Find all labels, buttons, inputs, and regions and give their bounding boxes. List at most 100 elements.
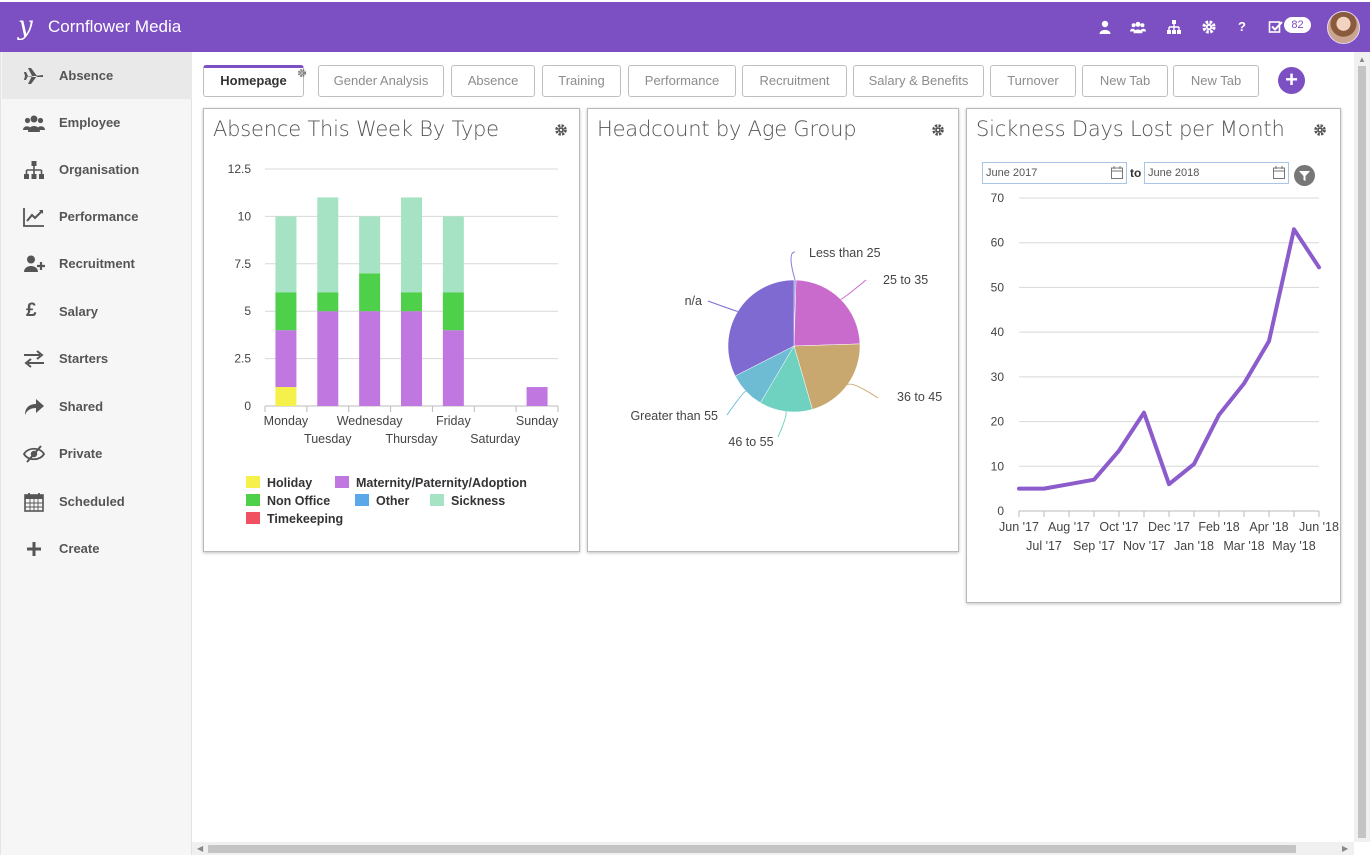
calendar-icon[interactable] (1273, 166, 1285, 179)
filter-icon (1299, 171, 1310, 181)
x-tick-label: Jan '18 (1174, 539, 1214, 553)
filter-button[interactable] (1294, 165, 1315, 186)
x-tick-label: Dec '17 (1148, 520, 1190, 534)
legend-label: Other (376, 494, 409, 508)
scroll-right-arrow-icon[interactable]: ▶ (1342, 844, 1349, 853)
y-tick-label: 60 (991, 236, 1005, 250)
y-tick-label: 70 (991, 191, 1005, 205)
sidebar-item-create[interactable]: Create (2, 525, 192, 572)
bar-segment (317, 292, 339, 312)
panel-settings-gear-icon[interactable] (931, 123, 945, 137)
tab-turnover[interactable]: Turnover (990, 65, 1076, 97)
pie-slice (727, 279, 795, 377)
sidebar-item-starters[interactable]: Starters (2, 335, 192, 382)
x-tick-label: Sunday (516, 414, 559, 428)
legend-swatch (246, 494, 260, 506)
panel-settings-gear-icon[interactable] (554, 123, 568, 137)
sidebar-item-shared[interactable]: Shared (2, 383, 192, 430)
tab-gender-analysis[interactable]: Gender Analysis (318, 65, 444, 97)
tab-new-tab-1[interactable]: New Tab (1082, 65, 1168, 97)
scroll-up-arrow-icon[interactable]: ▲ (1358, 55, 1366, 64)
date-from-input[interactable]: June 2017 (982, 162, 1127, 184)
sidebar-item-recruitment[interactable]: Recruitment (2, 240, 192, 287)
bar-segment (317, 311, 339, 406)
y-tick-label: 20 (991, 415, 1005, 429)
scroll-left-arrow-icon[interactable]: ◀ (197, 844, 204, 853)
calendar-icon[interactable] (1111, 166, 1123, 179)
x-tick-label: Aug '17 (1048, 520, 1090, 534)
legend-swatch (355, 494, 369, 506)
sidebar-item-label: Starters (59, 351, 109, 366)
pie-connector (777, 411, 787, 438)
sidebar-item-label: Organisation (59, 162, 140, 177)
user-icon[interactable] (1097, 19, 1113, 35)
pie-connector (707, 300, 738, 312)
tab-training[interactable]: Training (542, 65, 621, 97)
sidebar-item-salary[interactable]: £ Salary (2, 288, 192, 335)
y-tick-label: 2.5 (234, 352, 251, 366)
bar-segment (442, 292, 464, 331)
plane-icon (24, 68, 43, 84)
team-icon[interactable] (1130, 19, 1146, 35)
pie-label: Greater than 55 (630, 409, 718, 423)
add-tab-button[interactable]: + (1278, 67, 1305, 94)
user-avatar[interactable] (1327, 11, 1360, 44)
y-tick-label: 5 (244, 304, 251, 318)
bar-segment (275, 216, 297, 293)
vertical-scroll-thumb[interactable] (1358, 66, 1366, 838)
bar-segment (275, 387, 297, 406)
tab-homepage[interactable]: Homepage (203, 65, 304, 97)
help-icon[interactable]: ? (1238, 19, 1246, 34)
headcount-panel: Headcount by Age Group Less than 25 25 to… (587, 108, 959, 552)
date-from-value: June 2017 (986, 167, 1038, 179)
x-tick-label: Friday (436, 414, 471, 428)
sidebar-item-private[interactable]: Private (2, 430, 192, 477)
eye-slash-icon (23, 445, 45, 463)
sidebar-item-scheduled[interactable]: Scheduled (2, 478, 192, 525)
sidebar-item-organisation[interactable]: Organisation (2, 146, 192, 193)
y-tick-label: 12.5 (228, 162, 252, 176)
date-to-input[interactable]: June 2018 (1144, 162, 1289, 184)
tab-salary-benefits[interactable]: Salary & Benefits (853, 65, 984, 97)
horizontal-scrollbar[interactable]: ◀ ▶ (192, 842, 1354, 855)
org-chart-icon[interactable] (1166, 19, 1182, 35)
absence-bar-chart: 0 2.5 5 7.5 10 12.5 Monday Tuesday Wednesday Thur… (228, 162, 559, 526)
sidebar-item-absence[interactable]: Absence (2, 52, 192, 99)
bar-segment (401, 311, 422, 406)
y-tick-label: 7.5 (234, 257, 251, 271)
x-tick-label: Thursday (385, 432, 438, 446)
tasks-icon[interactable] (1268, 19, 1284, 35)
tab-new-tab-2[interactable]: New Tab (1173, 65, 1259, 97)
sidebar: Absence Employee Organisation Performanc… (0, 52, 192, 855)
horizontal-scroll-thumb[interactable] (208, 845, 1296, 853)
bar-segment (401, 197, 422, 293)
pie-label: 46 to 55 (728, 435, 773, 449)
sidebar-item-employee[interactable]: Employee (2, 99, 192, 146)
gear-icon[interactable] (1201, 19, 1217, 35)
bar-segment (359, 311, 381, 406)
x-tick-label: Jul '17 (1026, 539, 1062, 553)
tab-recruitment[interactable]: Recruitment (742, 65, 847, 97)
y-tick-label: 0 (997, 504, 1004, 518)
panel-title: Headcount by Age Group (597, 117, 857, 141)
sidebar-item-performance[interactable]: Performance (2, 193, 192, 240)
vertical-scrollbar[interactable]: ▲ (1354, 52, 1370, 842)
tab-absence[interactable]: Absence (451, 65, 535, 97)
pie-label: Less than 25 (809, 246, 881, 260)
x-tick-label: Wednesday (337, 414, 404, 428)
x-tick-label: Monday (264, 414, 309, 428)
notification-badge[interactable]: 82 (1284, 17, 1311, 33)
sickness-panel: Sickness Days Lost per Month June 2017 t… (966, 108, 1341, 603)
tab-settings-gear-icon[interactable] (297, 68, 307, 78)
app-logo[interactable]: y (18, 11, 33, 41)
tab-performance[interactable]: Performance (628, 65, 736, 97)
legend-label: Sickness (451, 494, 505, 508)
x-tick-label: Nov '17 (1123, 539, 1165, 553)
sickness-line-chart: 0 10 20 30 40 50 60 70 Jun '17 Jul '17 Aug '17 Sep … (991, 191, 1339, 553)
top-bar: y Cornflower Media ? 82 (0, 0, 1370, 52)
panel-settings-gear-icon[interactable] (1313, 123, 1327, 137)
date-range-to-label: to (1130, 166, 1142, 180)
absence-panel: Absence This Week By Type 0 2.5 5 7.5 10 12.5… (203, 108, 580, 552)
legend-label: Holiday (267, 476, 312, 490)
sidebar-item-label: Absence (59, 68, 114, 83)
